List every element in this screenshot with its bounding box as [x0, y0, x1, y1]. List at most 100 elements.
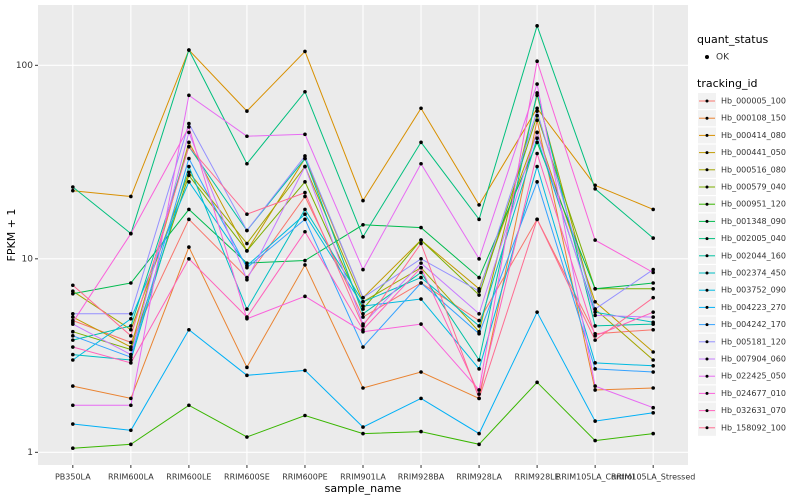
data-point	[593, 438, 597, 443]
data-point	[535, 106, 539, 111]
data-point	[187, 93, 191, 98]
data-point	[651, 405, 655, 410]
data-point	[419, 396, 423, 401]
legend-key	[705, 99, 709, 103]
data-point	[477, 442, 481, 447]
data-point	[419, 297, 423, 301]
data-point	[419, 270, 423, 275]
legend-key	[705, 357, 709, 361]
data-point	[361, 222, 365, 227]
data-point	[187, 130, 191, 135]
legend-key	[705, 237, 709, 241]
data-point	[129, 281, 133, 285]
data-point	[303, 49, 307, 54]
legend-key	[705, 254, 709, 258]
data-point	[477, 392, 481, 396]
legend-label: Hb_000414_080	[721, 131, 786, 140]
data-point	[593, 299, 597, 304]
data-point	[361, 345, 365, 349]
data-point	[245, 134, 249, 139]
data-point	[245, 241, 249, 246]
data-point	[535, 180, 539, 184]
data-point	[651, 270, 655, 275]
data-point	[593, 187, 597, 191]
data-point	[651, 327, 655, 332]
legend-key	[705, 168, 709, 172]
data-point	[651, 411, 655, 415]
data-point	[593, 286, 597, 291]
legend-key	[705, 151, 709, 155]
legend-label: Hb_002005_040	[721, 234, 786, 243]
data-point	[187, 156, 191, 161]
data-point	[129, 311, 133, 316]
data-point	[651, 286, 655, 291]
data-point	[303, 413, 307, 418]
legend-title: quant_status	[697, 33, 769, 46]
legend-label: Hb_004242_170	[721, 320, 786, 329]
data-point	[651, 386, 655, 390]
data-point	[535, 82, 539, 86]
data-point	[187, 144, 191, 149]
data-point	[651, 431, 655, 436]
data-point	[419, 140, 423, 145]
data-point	[71, 358, 75, 362]
data-point	[651, 370, 655, 374]
data-point	[535, 130, 539, 135]
data-point	[593, 419, 597, 423]
data-point	[129, 396, 133, 401]
data-point	[71, 311, 75, 316]
data-point	[129, 316, 133, 321]
data-point	[361, 324, 365, 328]
data-point	[593, 313, 597, 318]
data-point	[129, 347, 133, 352]
data-point	[245, 435, 249, 439]
x-tick-label: RRIM901LA	[340, 473, 386, 482]
data-point	[245, 261, 249, 265]
data-point	[187, 121, 191, 126]
data-point	[477, 293, 481, 297]
data-point	[303, 154, 307, 158]
data-point	[187, 207, 191, 212]
data-point	[187, 170, 191, 175]
data-point	[303, 212, 307, 217]
legend-key	[705, 323, 709, 327]
data-point	[361, 234, 365, 239]
data-point	[71, 352, 75, 357]
data-point	[303, 207, 307, 212]
legend-label: Hb_032631_070	[721, 406, 786, 415]
data-point	[303, 190, 307, 195]
data-point	[71, 345, 75, 349]
data-point	[71, 338, 75, 342]
data-point	[187, 403, 191, 408]
data-point	[419, 261, 423, 265]
legend-label: Hb_000005_100	[721, 97, 786, 106]
data-point	[651, 364, 655, 368]
data-point	[651, 207, 655, 212]
legend-key	[705, 374, 709, 378]
data-point	[593, 238, 597, 242]
x-tick-label: RRIM928BA	[398, 473, 445, 482]
data-point	[419, 429, 423, 434]
x-tick-label: PB350LA	[55, 473, 91, 482]
data-point	[187, 217, 191, 222]
data-point	[477, 203, 481, 207]
data-point	[129, 355, 133, 360]
data-point	[535, 136, 539, 141]
data-point	[303, 164, 307, 169]
data-point	[419, 161, 423, 166]
legend-title: tracking_id	[697, 77, 758, 90]
data-point	[187, 245, 191, 249]
data-point	[361, 198, 365, 203]
data-point	[361, 327, 365, 332]
data-point	[129, 231, 133, 236]
data-point	[245, 109, 249, 113]
data-point	[535, 91, 539, 95]
data-point	[593, 324, 597, 328]
legend-label: Hb_000516_080	[721, 165, 786, 174]
data-point	[71, 185, 75, 189]
data-point	[303, 229, 307, 234]
data-point	[71, 329, 75, 334]
data-point	[593, 183, 597, 188]
x-tick-label: RRIM600SE	[224, 473, 270, 482]
